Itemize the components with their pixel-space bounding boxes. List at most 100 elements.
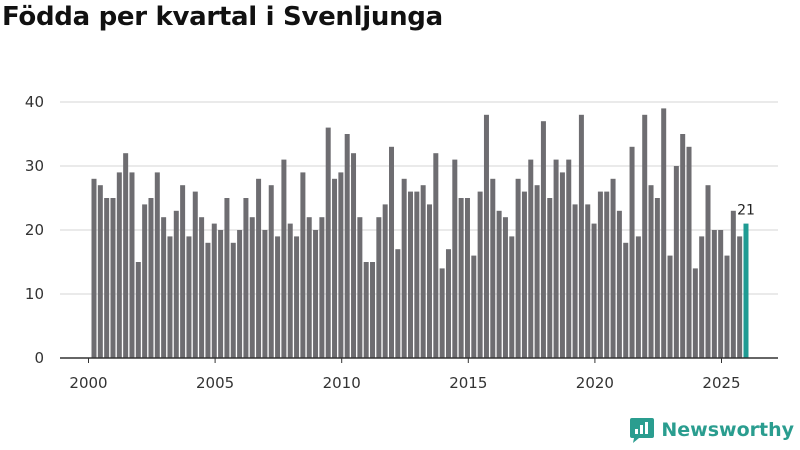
bar-2016-Q4 <box>515 178 521 358</box>
bar-2016-Q3 <box>509 236 515 358</box>
bar-2008-Q4 <box>313 230 319 358</box>
bar-2017-Q2 <box>528 159 534 358</box>
bar-2020-Q4 <box>616 210 622 358</box>
bar-2007-Q1 <box>268 185 274 358</box>
bar-2014-Q4 <box>464 198 470 358</box>
bar-2017-Q1 <box>521 191 527 358</box>
bar-2000-Q2 <box>97 185 103 358</box>
bar-2014-Q1 <box>445 249 451 358</box>
bar-2009-Q2 <box>325 127 331 358</box>
bar-2013-Q2 <box>426 204 432 358</box>
bar-2020-Q1 <box>597 191 603 358</box>
bar-2015-Q2 <box>477 191 483 358</box>
bar-2021-Q3 <box>635 236 641 358</box>
x-tick-label: 2010 <box>323 374 361 392</box>
bar-2004-Q4 <box>211 223 217 358</box>
bar-2020-Q2 <box>604 191 610 358</box>
y-tick-label: 0 <box>34 349 44 367</box>
y-tick-label: 30 <box>25 157 44 175</box>
bar-2005-Q1 <box>218 230 224 358</box>
bar-2022-Q3 <box>661 108 667 359</box>
bar-2018-Q2 <box>553 159 559 358</box>
bar-2011-Q1 <box>370 262 376 358</box>
bar-2012-Q4 <box>414 191 420 358</box>
x-tick-label: 2025 <box>702 374 740 392</box>
bar-2004-Q2 <box>199 217 205 358</box>
bar-2018-Q4 <box>566 159 572 358</box>
bar-2010-Q3 <box>357 217 363 358</box>
bar-2006-Q2 <box>249 217 255 358</box>
bar-2012-Q3 <box>408 191 413 358</box>
bar-2020-Q3 <box>610 178 616 358</box>
bar-2000-Q4 <box>110 198 116 358</box>
bar-2023-Q2 <box>680 134 686 358</box>
bar-2016-Q1 <box>496 210 502 358</box>
bar-2001-Q2 <box>123 153 129 358</box>
bar-2010-Q1 <box>344 134 350 358</box>
bar-2021-Q2 <box>629 146 635 358</box>
bar-2025-Q3 <box>737 236 743 358</box>
bar-2019-Q1 <box>572 204 578 358</box>
bar-2017-Q3 <box>534 185 540 358</box>
bar-2021-Q4 <box>642 114 648 358</box>
bar-2007-Q3 <box>281 159 287 358</box>
bar-2000-Q1 <box>91 178 97 358</box>
x-tick-label: 2020 <box>576 374 614 392</box>
bar-2018-Q3 <box>559 172 565 358</box>
bar-2023-Q1 <box>673 166 679 358</box>
bar-2021-Q1 <box>623 242 629 358</box>
bar-2025-Q1 <box>724 255 730 358</box>
bar-2012-Q2 <box>401 178 407 358</box>
bar-2004-Q3 <box>205 242 211 358</box>
bar-2022-Q1 <box>648 185 654 358</box>
bar-2002-Q1 <box>142 204 148 358</box>
bar-2001-Q1 <box>116 172 122 358</box>
bar-2022-Q2 <box>654 198 660 358</box>
bar-2018-Q1 <box>547 198 553 358</box>
bar-2019-Q4 <box>591 223 597 358</box>
x-tick-label: 2015 <box>449 374 487 392</box>
x-tick-label: 2005 <box>196 374 234 392</box>
y-tick-label: 40 <box>25 93 44 111</box>
bar-2006-Q1 <box>243 198 249 358</box>
bar-2009-Q1 <box>319 217 325 358</box>
brand-name: Newsworthy <box>661 419 794 441</box>
bar-2011-Q2 <box>376 217 382 358</box>
bar-2003-Q2 <box>173 210 179 358</box>
bar-2001-Q3 <box>129 172 135 358</box>
bar-2025-Q2 <box>730 210 736 358</box>
newsworthy-logo: Newsworthy <box>629 416 794 444</box>
bar-2013-Q4 <box>439 268 445 358</box>
bar-2010-Q4 <box>363 262 369 358</box>
bar-2023-Q3 <box>686 146 692 358</box>
bar-2011-Q4 <box>389 146 395 358</box>
data-label-last: 21 <box>737 203 755 219</box>
bar-2003-Q3 <box>180 185 186 358</box>
bar-2005-Q2 <box>224 198 230 358</box>
x-tick-label: 2000 <box>69 374 107 392</box>
bar-2000-Q3 <box>104 198 110 358</box>
bar-2024-Q4 <box>718 230 724 358</box>
y-tick-label: 10 <box>25 285 44 303</box>
bar-2024-Q3 <box>711 230 717 358</box>
bar-2014-Q2 <box>452 159 458 358</box>
bar-2009-Q4 <box>338 172 344 358</box>
bar-2003-Q1 <box>167 236 173 358</box>
bar-2017-Q4 <box>540 121 546 358</box>
bar-2024-Q1 <box>699 236 705 358</box>
bar-2005-Q4 <box>237 230 243 358</box>
bar-2005-Q3 <box>230 242 236 358</box>
y-axis-labels: 0 10 20 30 40 <box>25 93 44 367</box>
bar-2011-Q3 <box>382 204 388 358</box>
bar-2013-Q1 <box>420 185 426 358</box>
x-axis-labels: 2000 2005 2010 2015 2020 2025 <box>69 358 741 392</box>
bar-2002-Q4 <box>161 217 167 358</box>
bar-2009-Q3 <box>332 178 338 358</box>
bar-2001-Q4 <box>135 262 141 358</box>
bar-2006-Q3 <box>256 178 262 358</box>
bar-2002-Q3 <box>154 172 160 358</box>
bar-2022-Q4 <box>667 255 673 358</box>
bar-2008-Q3 <box>306 217 312 358</box>
bar-2002-Q2 <box>148 198 154 358</box>
